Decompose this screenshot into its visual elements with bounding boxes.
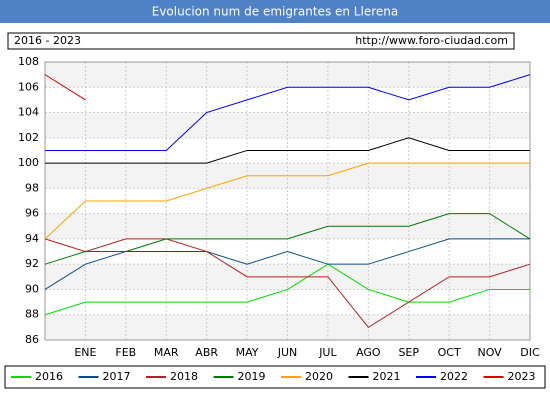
title-bar xyxy=(0,0,550,23)
x-tick-label: MAR xyxy=(154,346,179,359)
legend-label: 2023 xyxy=(508,370,536,383)
chart-title: Evolucion num de emigrantes en Llerena xyxy=(152,5,398,19)
series-line xyxy=(44,74,86,101)
y-tick-label: 102 xyxy=(18,131,39,144)
series-line xyxy=(44,213,531,265)
grid-band xyxy=(45,112,530,138)
y-tick-label: 96 xyxy=(25,207,39,220)
x-tick-label: NOV xyxy=(477,346,502,359)
y-tick-label: 98 xyxy=(25,181,39,194)
y-tick-label: 88 xyxy=(25,308,39,321)
x-tick-label: JUL xyxy=(318,346,337,359)
legend-label: 2017 xyxy=(103,370,131,383)
subtitle-box xyxy=(7,32,515,50)
x-tick-label: SEP xyxy=(398,346,419,359)
y-tick-label: 94 xyxy=(25,232,39,245)
series-line xyxy=(44,238,531,329)
x-tick-label: DIC xyxy=(520,346,540,359)
source: http://www.foro-ciudad.com xyxy=(355,34,508,47)
y-tick-label: 92 xyxy=(25,257,39,270)
plot-frame xyxy=(44,61,531,341)
x-tick-label: MAY xyxy=(236,346,259,359)
x-tick-label: OCT xyxy=(438,346,461,359)
x-tick-label: ENE xyxy=(74,346,96,359)
legend-label: 2019 xyxy=(238,370,266,383)
x-tick-label: ABR xyxy=(195,346,218,359)
series-line xyxy=(45,74,531,151)
y-tick-label: 104 xyxy=(18,106,39,119)
legend-label: 2020 xyxy=(305,370,333,383)
y-tick-label: 106 xyxy=(18,80,39,93)
legend-label: 2018 xyxy=(170,370,198,383)
y-tick-label: 90 xyxy=(25,282,39,295)
legend-label: 2022 xyxy=(440,370,468,383)
x-tick-label: FEB xyxy=(115,346,136,359)
series-line xyxy=(44,162,530,240)
x-tick-label: JUN xyxy=(277,346,298,359)
legend-label: 2021 xyxy=(373,370,401,383)
y-tick-label: 108 xyxy=(18,55,39,68)
series-line xyxy=(45,137,530,164)
y-tick-label: 86 xyxy=(25,333,39,346)
legend-box xyxy=(4,365,546,389)
x-tick-label: AGO xyxy=(356,346,381,359)
subtitle: 2016 - 2023 xyxy=(14,34,81,47)
series-line xyxy=(44,263,530,316)
y-tick-label: 100 xyxy=(18,156,39,169)
legend-label: 2016 xyxy=(35,370,63,383)
